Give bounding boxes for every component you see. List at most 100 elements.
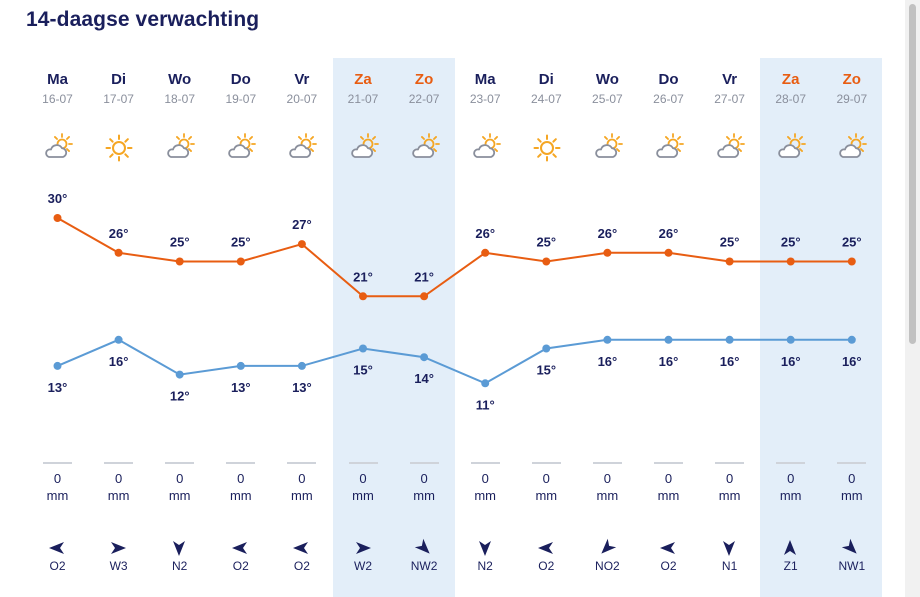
rain-amount: 0	[176, 471, 184, 486]
min-temp-label: 15°	[353, 363, 373, 378]
min-temp-point[interactable]	[236, 361, 245, 370]
rain-bar	[470, 462, 500, 464]
min-temp-label: 13°	[48, 380, 68, 395]
max-temp-point[interactable]	[420, 292, 429, 301]
min-temp-label: 16°	[659, 354, 679, 369]
min-temp-point[interactable]	[359, 344, 367, 353]
max-temp-point[interactable]	[603, 248, 612, 257]
max-temp-point[interactable]	[175, 257, 184, 266]
min-temp-point[interactable]	[664, 335, 673, 344]
max-temp-point[interactable]	[481, 248, 490, 257]
max-temp-point[interactable]	[53, 214, 62, 222]
day-column[interactable]: Ma 23-07 0 mm N2	[455, 0, 516, 597]
min-temp-point[interactable]	[175, 370, 184, 379]
min-temp-point[interactable]	[725, 335, 734, 344]
rain-bar	[348, 462, 378, 464]
day-name: Za	[354, 71, 372, 88]
partly-cloudy-icon	[45, 133, 73, 158]
min-temp-point[interactable]	[542, 344, 551, 353]
min-temp-point[interactable]	[603, 335, 612, 344]
max-temp-point[interactable]	[359, 292, 367, 301]
scrollbar[interactable]	[905, 0, 920, 597]
rain-bar	[531, 462, 561, 464]
rain-unit: mm	[840, 488, 863, 503]
wind-label: O2	[538, 559, 555, 573]
wind-label: N1	[721, 559, 738, 573]
min-temp-label: 15°	[536, 363, 556, 378]
partly-cloudy-icon	[167, 133, 196, 158]
day-date: 21-07	[347, 92, 379, 106]
max-temp-point[interactable]	[236, 257, 245, 266]
rain-amount: 0	[542, 471, 550, 486]
day-date: 22-07	[408, 92, 440, 106]
day-name: Do	[658, 71, 679, 88]
day-column[interactable]: Di 17-07 0 mm W3	[88, 0, 149, 597]
max-temp-point[interactable]	[297, 240, 306, 249]
rain-unit: mm	[352, 488, 374, 503]
max-temp-point[interactable]	[786, 257, 795, 266]
min-temp-point[interactable]	[481, 379, 490, 388]
max-temp-label: 25°	[170, 235, 190, 250]
wind-arrow-south-icon	[173, 541, 186, 556]
day-column[interactable]: Zo 29-07 0 mm NW1	[821, 0, 882, 597]
wind-arrow-southeast-icon	[414, 538, 430, 554]
max-temp-point[interactable]	[664, 248, 673, 257]
rain-amount: 0	[114, 471, 123, 486]
max-temp-point[interactable]	[114, 248, 123, 257]
day-date: 24-07	[530, 92, 562, 106]
day-date: 16-07	[42, 92, 73, 106]
rain-amount: 0	[359, 471, 367, 486]
weekend-band	[332, 58, 455, 597]
rain-unit: mm	[291, 488, 313, 503]
min-temp-point[interactable]	[786, 335, 795, 344]
rain-unit: mm	[718, 488, 741, 503]
max-temp-label: 26°	[475, 226, 495, 241]
partly-cloudy-icon	[411, 133, 440, 158]
wind-label: NO2	[595, 559, 620, 573]
wind-label: N2	[477, 559, 493, 573]
rain-unit: mm	[168, 488, 191, 503]
min-temp-point[interactable]	[420, 353, 429, 362]
day-name: Vr	[722, 71, 738, 88]
partly-cloudy-icon	[778, 133, 807, 158]
min-temp-point[interactable]	[847, 335, 856, 344]
min-temp-label: 11°	[476, 397, 495, 412]
max-temp-label: 25°	[536, 235, 556, 250]
day-name: Za	[781, 71, 800, 88]
day-name: Wo	[168, 71, 192, 88]
min-temp-point[interactable]	[53, 361, 62, 370]
day-column[interactable]: Za 21-07 0 mm W2	[333, 0, 394, 597]
max-temp-point[interactable]	[725, 257, 734, 266]
wind-arrow-south-icon	[723, 541, 736, 556]
day-name: Di	[111, 71, 127, 88]
rain-unit: mm	[596, 488, 619, 503]
wind-arrow-west-icon	[293, 542, 309, 554]
max-temp-point[interactable]	[542, 257, 551, 266]
min-temp-point[interactable]	[297, 361, 306, 370]
scrollbar-thumb[interactable]	[909, 4, 916, 344]
min-temp-label: 12°	[170, 389, 190, 404]
day-column[interactable]: Do 19-07 0 mm O2	[210, 0, 271, 597]
wind-arrow-north-icon	[784, 540, 797, 555]
day-column[interactable]: Wo 25-07 0 mm NO2	[577, 0, 638, 597]
max-temp-label: 27°	[292, 217, 312, 232]
day-column[interactable]: Wo 18-07 0 mm N2	[149, 0, 210, 597]
day-column[interactable]: Zo 22-07 0 mm NW2	[394, 0, 455, 597]
day-column[interactable]: Do 26-07 0 mm O2	[638, 0, 699, 597]
wind-label: NW2	[410, 559, 438, 573]
day-date: 17-07	[103, 92, 134, 106]
day-column[interactable]: Di 24-07 0 mm O2	[516, 0, 577, 597]
rain-unit: mm	[107, 488, 130, 503]
max-temp-point[interactable]	[847, 257, 856, 266]
min-temp-point[interactable]	[114, 335, 123, 344]
rain-amount: 0	[603, 471, 611, 486]
day-column[interactable]: Za 28-07 0 mm Z1	[760, 0, 821, 597]
wind-label: W3	[109, 559, 128, 573]
rain-unit: mm	[474, 488, 497, 503]
wind-arrow-west-icon	[49, 542, 64, 554]
day-column[interactable]: Vr 27-07 0 mm N1	[699, 0, 760, 597]
day-column[interactable]: Ma 16-07 0 mm O2	[27, 0, 88, 597]
day-name: Ma	[47, 71, 68, 88]
day-column[interactable]: Vr 20-07 0 mm O2	[271, 0, 332, 597]
